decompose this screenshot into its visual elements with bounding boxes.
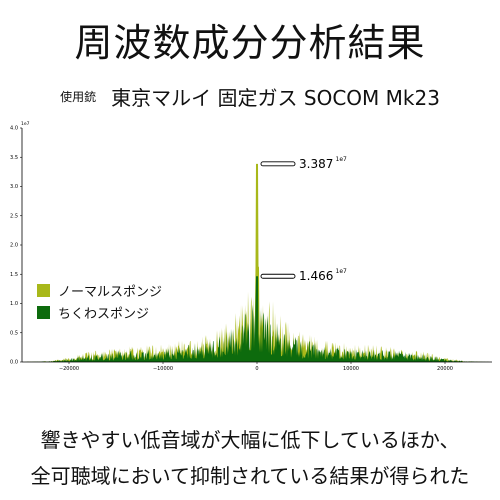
- y-tick-label: 3.5: [10, 155, 18, 161]
- annotation-value-0: 3.387: [299, 157, 333, 171]
- annotation-marker-1: [260, 273, 296, 279]
- weapon-name: 東京マルイ 固定ガス SOCOM Mk23: [111, 86, 440, 110]
- series-area-normal: [22, 163, 492, 362]
- y-tick-label: 4.0: [10, 126, 18, 132]
- x-tick-label: 20000: [437, 366, 453, 372]
- y-tick-label: 3.0: [10, 184, 18, 190]
- legend-swatch-chikuwa: [37, 305, 50, 319]
- y-tick-label: 1.0: [10, 301, 18, 307]
- x-tick-label: −20000: [59, 366, 79, 372]
- weapon-info: 使用銃 東京マルイ 固定ガス SOCOM Mk23: [0, 82, 500, 111]
- legend-item-chikuwa: ちくわスポンジ: [37, 301, 162, 323]
- y-tick-label: 1.5: [10, 272, 18, 278]
- caption-line-1: 響きやすい低音域が大幅に低下しているほか、: [40, 428, 460, 452]
- y-multiplier-label: 1e7: [21, 121, 30, 127]
- legend-item-normal: ノーマルスポンジ: [37, 279, 162, 301]
- plot-series: [22, 163, 492, 362]
- x-tick-label: 0: [255, 366, 258, 372]
- series-area-chikuwa: [22, 276, 492, 362]
- annotation-exponent-0: 1e7: [336, 156, 348, 163]
- y-tick-label: 0.5: [10, 330, 18, 336]
- weapon-label: 使用銃: [60, 90, 97, 104]
- annotation-value-1: 1.466: [299, 269, 333, 283]
- legend-label-normal: ノーマルスポンジ: [58, 284, 163, 300]
- y-tick-label: 2.0: [10, 243, 18, 249]
- legend-label-chikuwa: ちくわスポンジ: [58, 306, 150, 322]
- page-title: 周波数成分分析結果: [74, 21, 426, 65]
- x-tick-label: 10000: [343, 366, 359, 372]
- legend-swatch-normal: [37, 283, 50, 297]
- y-tick-label: 0.0: [10, 360, 18, 366]
- x-tick-label: −10000: [153, 366, 173, 372]
- annotation-marker-0: [260, 161, 296, 167]
- y-tick-label: 2.5: [10, 213, 18, 219]
- annotation-exponent-1: 1e7: [336, 268, 348, 275]
- legend: ノーマルスポンジ ちくわスポンジ: [37, 279, 162, 323]
- caption-line-2: 全可聴域において抑制されている結果が得られた: [30, 464, 470, 488]
